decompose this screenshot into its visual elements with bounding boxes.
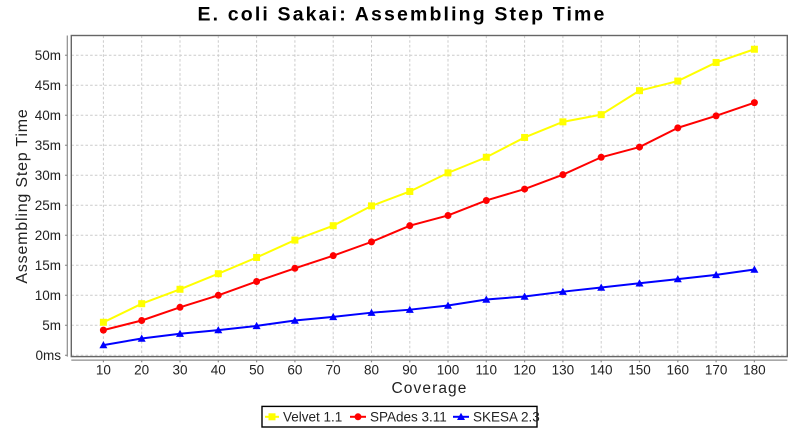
svg-text:Coverage: Coverage — [391, 380, 467, 397]
svg-text:10: 10 — [96, 363, 111, 378]
svg-text:30: 30 — [172, 363, 187, 378]
svg-text:40m: 40m — [35, 108, 61, 123]
svg-text:5m: 5m — [42, 318, 61, 333]
svg-text:120: 120 — [513, 363, 536, 378]
svg-text:90: 90 — [402, 363, 417, 378]
svg-text:0ms: 0ms — [35, 348, 61, 363]
svg-text:SKESA 2.3: SKESA 2.3 — [473, 410, 540, 425]
svg-text:20m: 20m — [35, 228, 61, 243]
svg-text:110: 110 — [476, 363, 498, 378]
svg-text:Velvet 1.1: Velvet 1.1 — [283, 410, 342, 425]
svg-text:150: 150 — [628, 363, 651, 378]
svg-text:80: 80 — [364, 363, 379, 378]
svg-text:E. coli Sakai: Assembling Step: E. coli Sakai: Assembling Step Time — [197, 4, 606, 26]
svg-text:Assembling Step Time: Assembling Step Time — [14, 108, 31, 283]
svg-text:SPAdes 3.11: SPAdes 3.11 — [370, 410, 447, 425]
svg-text:60: 60 — [287, 363, 302, 378]
svg-text:50m: 50m — [35, 48, 61, 63]
svg-text:100: 100 — [437, 363, 460, 378]
svg-text:15m: 15m — [35, 258, 61, 273]
svg-text:45m: 45m — [35, 78, 61, 93]
svg-text:140: 140 — [590, 363, 613, 378]
svg-text:70: 70 — [326, 363, 341, 378]
svg-text:170: 170 — [705, 363, 728, 378]
svg-text:40: 40 — [211, 363, 226, 378]
svg-text:25m: 25m — [35, 198, 61, 213]
svg-text:180: 180 — [743, 363, 766, 378]
svg-text:50: 50 — [249, 363, 264, 378]
svg-text:35m: 35m — [35, 138, 61, 153]
svg-text:20: 20 — [134, 363, 149, 378]
svg-text:160: 160 — [667, 363, 690, 378]
svg-text:30m: 30m — [35, 168, 61, 183]
svg-text:10m: 10m — [35, 288, 61, 303]
svg-text:130: 130 — [552, 363, 575, 378]
